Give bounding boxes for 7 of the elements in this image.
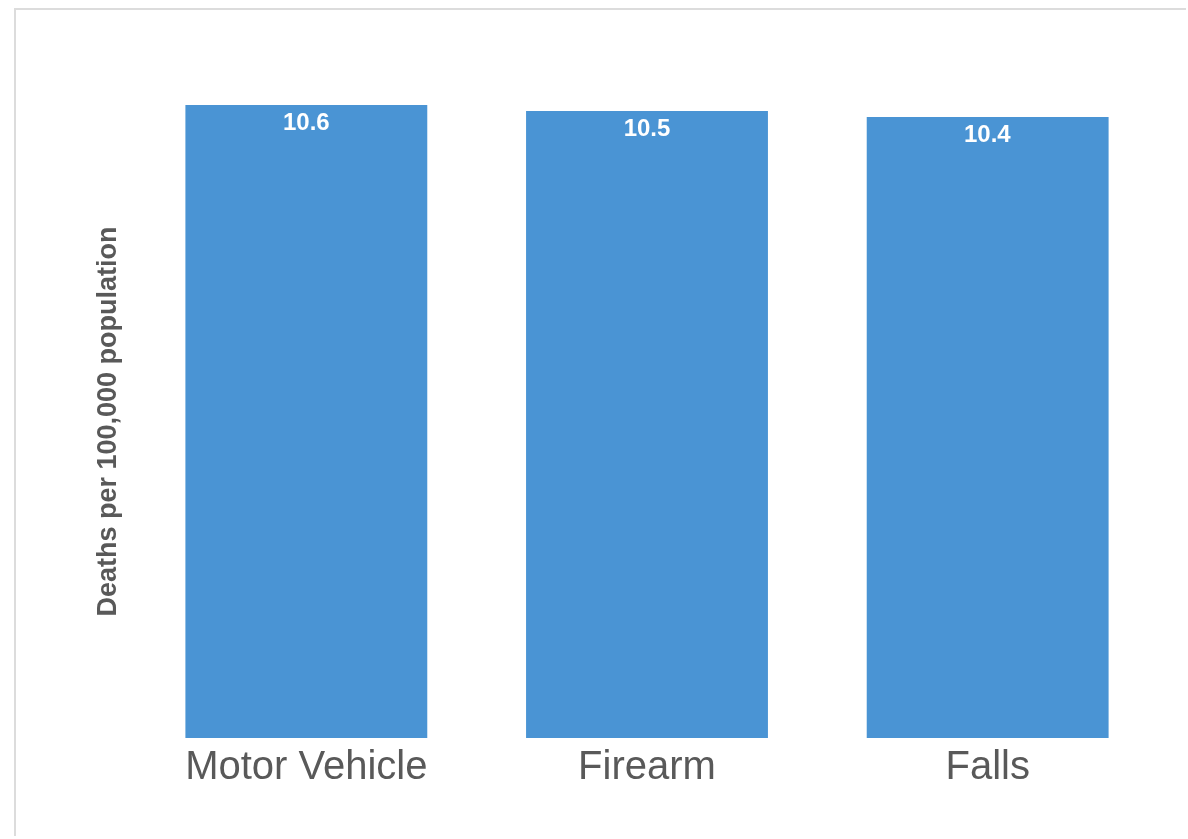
data-label: 10.5 bbox=[623, 113, 671, 141]
x-tick-label: Falls bbox=[945, 743, 1030, 787]
x-tick-label: Firearm bbox=[578, 743, 716, 787]
x-tick-label: Motor Vehicle bbox=[185, 743, 428, 787]
data-label: 10.4 bbox=[963, 119, 1012, 147]
y-axis-title: Deaths per 100,000 population bbox=[92, 226, 123, 617]
data-label: 10.6 bbox=[282, 108, 330, 135]
